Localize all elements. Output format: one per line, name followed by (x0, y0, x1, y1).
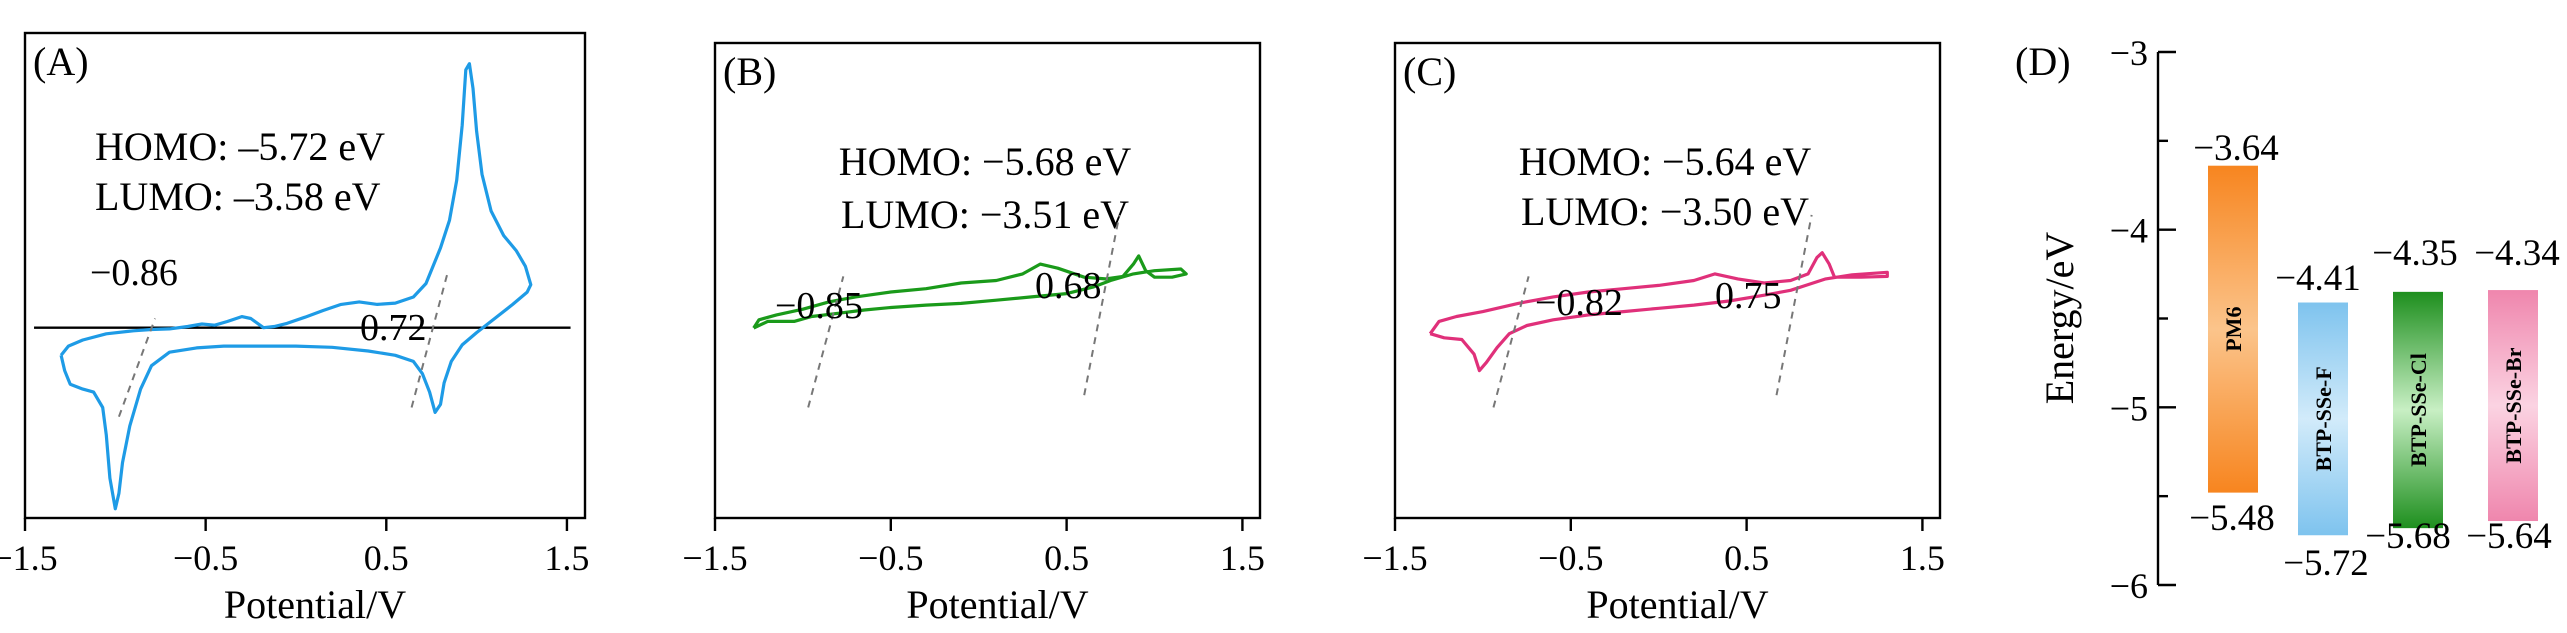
x-tick-label: 0.5 (364, 538, 409, 578)
bar-name-label: BTP-SSe-F (2311, 366, 2336, 471)
x-tick-label: −0.5 (173, 538, 238, 578)
energy-bar (2208, 165, 2258, 493)
x-axis-label: Potential/V (1586, 582, 1768, 627)
energy-level-panel: −3 −4 −5 −6 (D) Energy/eV PM6 −3.64 −5.48 BTP-SSe… (2015, 33, 2560, 606)
x-axis-label: Potential/V (224, 582, 406, 627)
plot-frame (1393, 41, 1942, 520)
x-tick-label: 1.5 (1900, 538, 1945, 578)
oxidation-onset-label: 0.68 (1035, 265, 1102, 307)
reduction-onset-tangent (807, 276, 845, 408)
x-tick-label: 1.5 (1220, 538, 1265, 578)
oxidation-onset-label: 0.72 (360, 307, 427, 349)
reduction-onset-label: −0.85 (775, 285, 863, 327)
x-tick-label: −1.5 (682, 538, 747, 578)
y-tick-label: −6 (2110, 566, 2148, 606)
panel-label: (B) (723, 49, 776, 94)
reduction-onset-label: −0.86 (90, 252, 178, 294)
cv-panels: −1.5 −0.5 0.5 1.5 Potential/V (A)HOMO: –5.72 … (0, 31, 1945, 627)
panel-label: (D) (2015, 39, 2071, 84)
homo-label: HOMO: −5.64 eV (1519, 139, 1812, 184)
y-tick-label: −5 (2110, 388, 2148, 428)
energy-bar (2393, 291, 2443, 529)
bar-name-label: PM6 (2221, 307, 2246, 352)
y-axis-label: Energy/eV (2037, 232, 2082, 405)
cv-curve (1428, 251, 1889, 373)
x-tick-label: 0.5 (1724, 538, 1769, 578)
y-tick-label: −3 (2110, 33, 2148, 73)
reduction-onset-label: −0.82 (1535, 282, 1623, 324)
lumo-level-label: −4.35 (2372, 233, 2458, 274)
bar-name-label: BTP-SSe-Br (2501, 347, 2526, 463)
homo-level-label: −5.72 (2283, 543, 2369, 584)
homo-level-label: −5.64 (2466, 516, 2552, 557)
oxidation-onset-label: 0.75 (1715, 275, 1782, 317)
x-tick-label: −1.5 (1362, 538, 1427, 578)
lumo-label: LUMO: –3.58 eV (95, 174, 381, 219)
x-tick-label: −0.5 (1538, 538, 1603, 578)
lumo-label: LUMO: −3.50 eV (1521, 189, 1809, 234)
lumo-level-label: −4.34 (2474, 233, 2560, 274)
plot-frame (713, 41, 1262, 520)
reduction-onset-tangent (1492, 276, 1530, 408)
homo-label: HOMO: –5.72 eV (95, 124, 385, 169)
lumo-level-label: −3.64 (2193, 128, 2279, 169)
oxidation-onset-tangent (1083, 214, 1121, 396)
x-tick-label: −0.5 (858, 538, 923, 578)
x-tick-label: 0.5 (1044, 538, 1089, 578)
energy-bar (2488, 290, 2538, 522)
x-tick-label: −1.5 (0, 538, 58, 578)
panel-a: −1.5 −0.5 0.5 1.5 Potential/V (A)HOMO: –5.72 … (0, 31, 589, 627)
x-axis-label: Potential/V (906, 582, 1088, 627)
panel-label: (C) (1403, 49, 1456, 94)
homo-level-label: −5.68 (2365, 516, 2451, 557)
cv-curve (59, 62, 533, 511)
lumo-level-label: −4.41 (2275, 258, 2361, 299)
oxidation-onset-tangent (410, 272, 449, 408)
bar-name-label: BTP-SSe-Cl (2406, 353, 2431, 467)
energy-bar (2298, 302, 2348, 536)
oxidation-onset-tangent (1775, 214, 1813, 396)
lumo-label: LUMO: −3.51 eV (841, 192, 1129, 237)
homo-label: HOMO: −5.68 eV (839, 139, 1132, 184)
panel-c: −1.5 −0.5 0.5 1.5 Potential/V (C) HOMO: −5.64 … (1362, 41, 1945, 627)
x-tick-label: 1.5 (544, 538, 589, 578)
panel-label: (A) (33, 39, 89, 84)
reduction-onset-tangent (117, 318, 157, 418)
cv-curve (752, 254, 1188, 330)
plot-frame (23, 31, 587, 520)
y-tick-label: −4 (2110, 211, 2148, 251)
homo-level-label: −5.48 (2189, 498, 2275, 539)
panel-b: −1.5 −0.5 0.5 1.5 Potential/V (B) HOMO: −5.68 … (682, 41, 1265, 627)
